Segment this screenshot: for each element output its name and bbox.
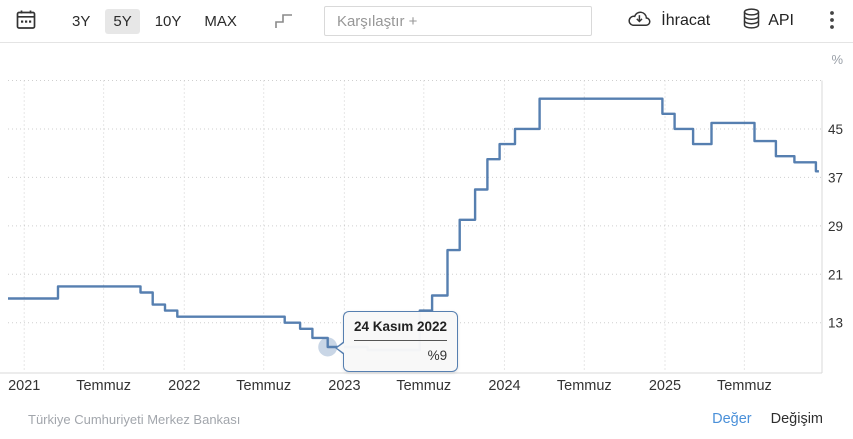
tooltip-date: 24 Kasım 2022: [354, 319, 448, 341]
y-tick-label: 45: [828, 122, 843, 137]
y-axis-unit-label: %: [831, 52, 843, 67]
x-tick-label: 2024: [488, 378, 520, 394]
x-tick-label: Temmuz: [76, 378, 131, 394]
calendar-range-button[interactable]: [12, 6, 40, 37]
y-tick-label: 13: [828, 316, 843, 331]
rate-step-line: [8, 97, 819, 352]
more-menu-button[interactable]: [827, 7, 837, 36]
calendar-range-icon: [14, 8, 38, 35]
range-10y[interactable]: 10Y: [147, 9, 190, 34]
chart-toolbar: 3Y 5Y 10Y MAX Karşılaştır +: [0, 0, 853, 43]
export-button[interactable]: İhracat: [626, 9, 710, 34]
x-tick-label: Temmuz: [717, 378, 772, 394]
y-tick-label: 21: [828, 267, 843, 282]
chart-footer: Türkiye Cumhuriyeti Merkez Bankası Değer…: [0, 399, 853, 439]
y-tick-label: 37: [828, 170, 843, 185]
change-toggle-link[interactable]: Değişim: [770, 411, 823, 427]
step-line-chart-icon: [273, 10, 294, 33]
source-label: Türkiye Cumhuriyeti Merkez Bankası: [28, 411, 241, 427]
range-selector: 3Y 5Y 10Y MAX: [64, 8, 245, 34]
x-tick-label: Temmuz: [396, 378, 451, 394]
x-tick-label: 2021: [8, 378, 40, 394]
x-tick-label: Temmuz: [557, 378, 612, 394]
chart-type-button[interactable]: [271, 8, 296, 35]
chart-tooltip: 24 Kasım 2022 %9: [334, 311, 459, 372]
x-tick-label: Temmuz: [236, 378, 291, 394]
footer-links: Değer Değişim: [712, 411, 823, 427]
api-button[interactable]: API: [743, 8, 794, 34]
x-tick-label: 2023: [328, 378, 360, 394]
compare-input[interactable]: Karşılaştır +: [323, 6, 592, 36]
range-5y[interactable]: 5Y: [105, 8, 140, 34]
y-tick-label: 29: [828, 219, 843, 234]
export-label: İhracat: [661, 12, 711, 29]
value-toggle-link[interactable]: Değer: [712, 411, 752, 427]
kebab-menu-icon: [829, 9, 835, 34]
range-max[interactable]: MAX: [196, 9, 245, 34]
x-tick-label: 2022: [168, 378, 200, 394]
tooltip-value: %9: [427, 348, 448, 363]
database-icon: [743, 8, 760, 34]
cloud-download-icon: [626, 9, 653, 34]
x-tick-label: 2025: [649, 378, 681, 394]
toolbar-right-group: İhracat API: [626, 7, 837, 36]
api-label: API: [768, 12, 794, 29]
highlighted-point-marker[interactable]: [318, 337, 338, 357]
range-3y[interactable]: 3Y: [64, 9, 98, 34]
